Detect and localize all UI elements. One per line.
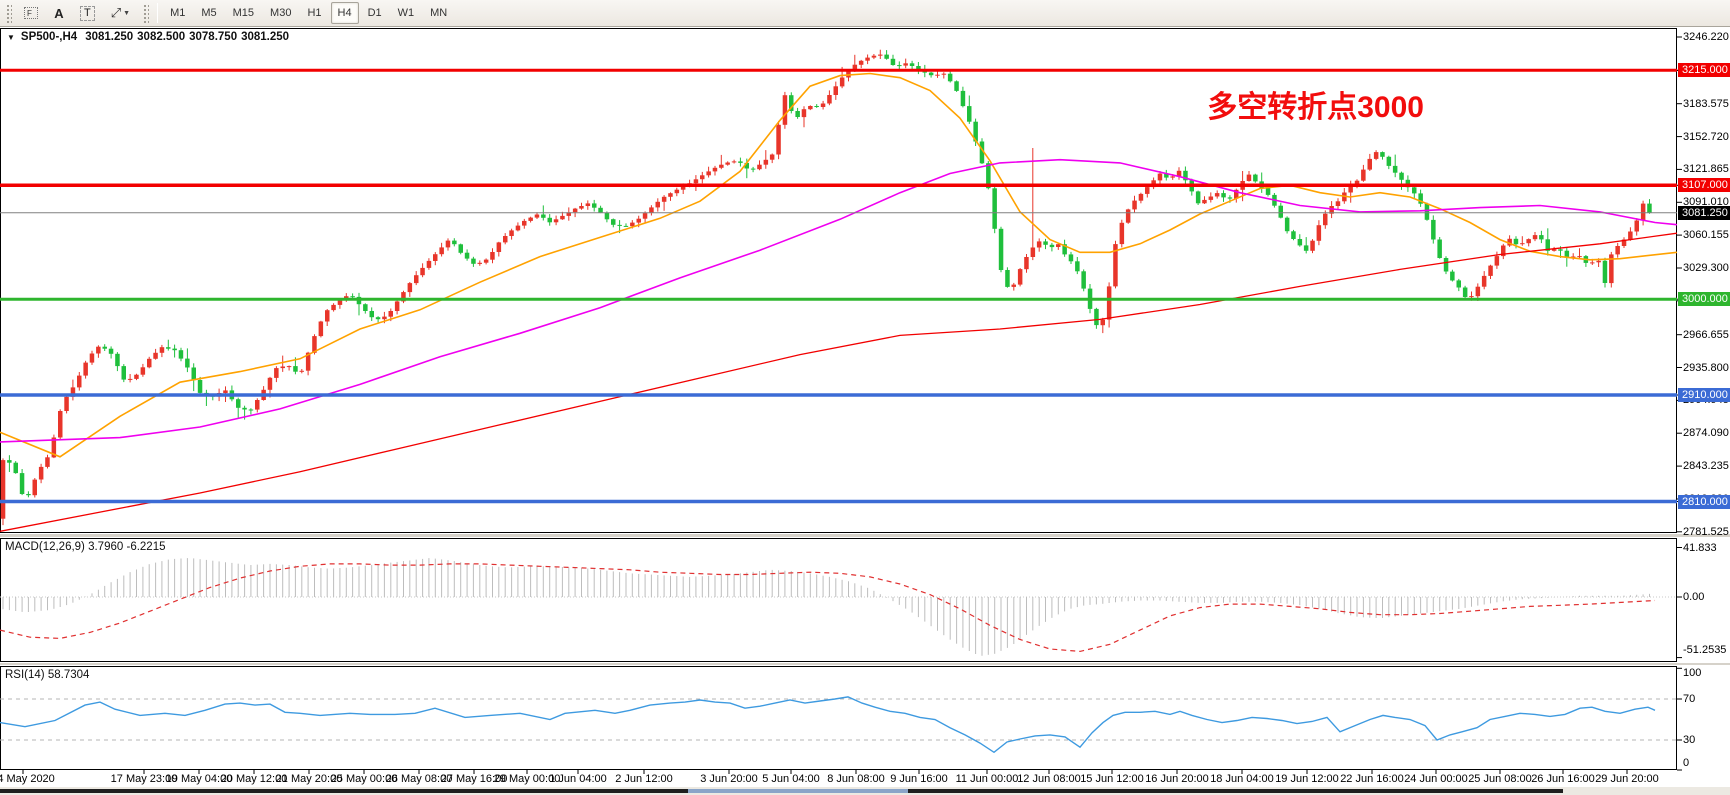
- timeframe-h1-button[interactable]: H1: [307, 7, 322, 19]
- ma-slow-line: [0, 232, 1678, 532]
- text-box-icon: T: [80, 5, 95, 21]
- timeframe-d1-button[interactable]: D1: [367, 7, 382, 19]
- move-arrows-icon: ⤢: [110, 5, 122, 20]
- move-tool-button[interactable]: ⤢ ▼: [104, 2, 137, 24]
- macd-signal-line: [0, 563, 1656, 653]
- toolbar: F A T ⤢ ▼ M1 M5 M15 M30 H1 H4 D1 W1 MN: [0, 0, 1730, 27]
- toolbar-drag-handle[interactable]: [142, 3, 150, 23]
- profiles-button[interactable]: F: [17, 2, 45, 24]
- timeframe-m1-button[interactable]: M1: [170, 7, 186, 19]
- toolbar-separator: [157, 3, 159, 23]
- rsi-line: [0, 696, 1656, 754]
- macd-histogram: [2, 558, 1650, 656]
- horizontal-scrollbar[interactable]: [0, 787, 1730, 795]
- timeframe-w1-button[interactable]: W1: [397, 7, 415, 19]
- timeframe-m15-button[interactable]: M15: [232, 7, 255, 19]
- timeframe-h4-button[interactable]: H4: [330, 2, 359, 24]
- timeframe-m30-button[interactable]: M30: [270, 7, 292, 19]
- toolbar-drag-handle[interactable]: [5, 3, 12, 23]
- timeframe-mn-button[interactable]: MN: [430, 7, 448, 19]
- timeframe-m5-button[interactable]: M5: [201, 7, 217, 19]
- scrollbar-segment[interactable]: [0, 789, 688, 793]
- candlesticks: [0, 49, 1652, 526]
- font-button[interactable]: A: [47, 2, 71, 24]
- ma-mid-line: [0, 158, 1678, 443]
- dropdown-caret-icon: ▼: [123, 9, 131, 17]
- profiles-grid-icon: F: [24, 7, 38, 19]
- font-a-icon: A: [54, 5, 64, 21]
- scrollbar-track[interactable]: [688, 789, 908, 793]
- text-label-button[interactable]: T: [73, 2, 102, 24]
- scrollbar-segment[interactable]: [908, 789, 1563, 793]
